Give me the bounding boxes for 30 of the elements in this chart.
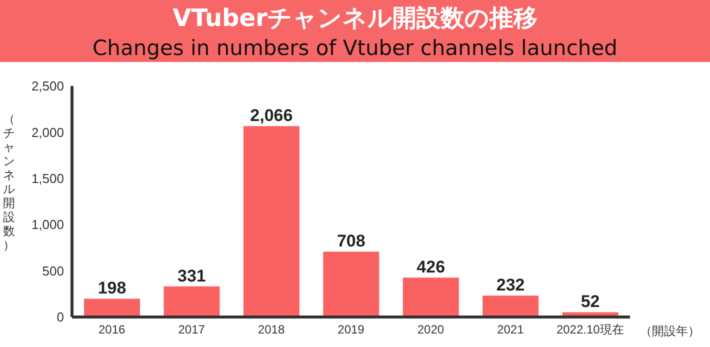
chart-title: VTuberチャンネル開設数の推移 — [172, 3, 538, 34]
chart-subtitle: Changes in numbers of Vtuber channels launched — [92, 36, 618, 60]
y-tick-label: 1,000 — [31, 217, 64, 232]
bar — [323, 252, 380, 317]
y-tick-label: 2,500 — [31, 78, 64, 94]
x-tick-label: 2022.10現在 — [556, 322, 624, 337]
y-tick-label: 0 — [56, 310, 64, 325]
y-tick-label: 2,000 — [31, 124, 64, 140]
data-label: 331 — [178, 266, 206, 286]
bar — [243, 126, 300, 317]
x-tick-label: 2021 — [497, 322, 524, 337]
y-tick-label: 500 — [42, 263, 64, 278]
data-label: 426 — [416, 258, 446, 277]
data-label: 232 — [496, 276, 525, 295]
x-axis-title: （開設年） — [640, 323, 700, 340]
data-label: 708 — [336, 232, 366, 251]
data-label: 2,066 — [250, 106, 293, 126]
bar — [402, 278, 459, 317]
data-label: 52 — [580, 292, 600, 312]
x-tick-label: 2019 — [338, 322, 365, 337]
text: （チャンネル開設数） — [3, 112, 15, 252]
x-tick-label: 2020 — [417, 322, 444, 337]
bar — [84, 298, 140, 317]
x-tick-label: 2018 — [258, 322, 285, 337]
bar — [482, 296, 539, 317]
data-label: 198 — [98, 278, 126, 298]
x-tick-label: 2017 — [178, 322, 206, 337]
bar — [164, 286, 220, 317]
y-tick-label: 1,500 — [31, 171, 64, 186]
x-tick-label: 2016 — [98, 322, 126, 337]
